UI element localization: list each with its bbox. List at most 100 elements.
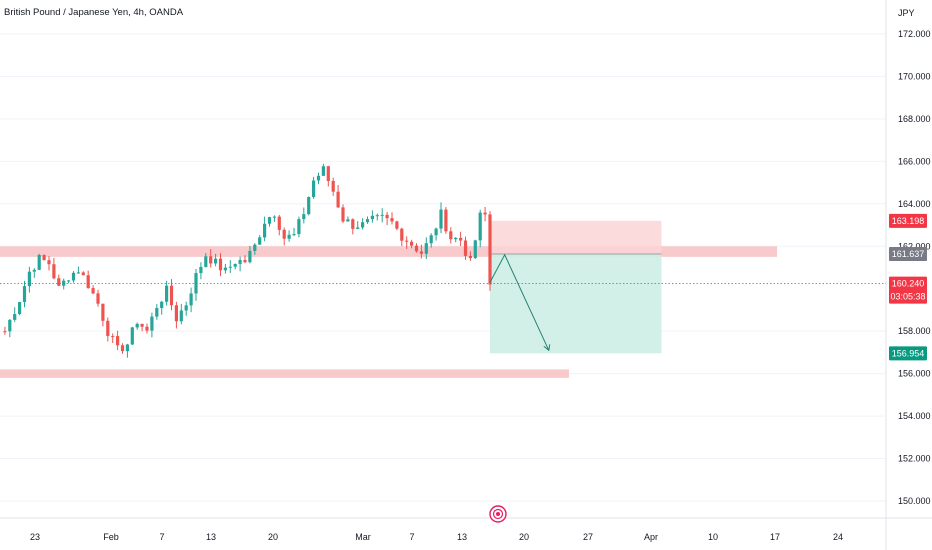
candle [356, 221, 360, 230]
currency-label: JPY [898, 8, 915, 18]
candle [405, 236, 409, 249]
price-tick-label: 166.000 [898, 156, 931, 166]
candle-body [174, 305, 178, 322]
target-price-label-text: 156.954 [892, 348, 925, 358]
current-price-label: 160.240 [889, 276, 927, 291]
candle [86, 270, 90, 289]
candle [282, 227, 286, 246]
candle [297, 216, 301, 238]
candle [169, 278, 174, 311]
candle [341, 204, 345, 224]
candle [248, 245, 252, 264]
candle [120, 343, 125, 354]
candle [351, 218, 355, 235]
candle [37, 253, 41, 271]
price-axis[interactable]: JPY 172.000 170.000 168.000 166.000 164.000 1… [898, 8, 931, 506]
candle [307, 196, 311, 216]
bottom-marker[interactable] [489, 505, 507, 523]
candle-body [331, 180, 335, 192]
candle-body [400, 228, 404, 241]
take-profit-zone[interactable] [490, 253, 662, 354]
candle-body [341, 207, 345, 222]
projection-arrow[interactable] [489, 253, 550, 351]
candle [414, 243, 419, 253]
candle-body [292, 234, 296, 236]
candle-body [199, 266, 203, 274]
resistance-zone[interactable] [0, 246, 777, 257]
candle [47, 256, 51, 271]
candle [370, 210, 374, 223]
candle-body [81, 272, 85, 276]
candle [3, 326, 7, 335]
candle [218, 253, 223, 277]
candle [174, 301, 178, 329]
candle [189, 287, 193, 313]
time-tick-label: 13 [206, 532, 216, 542]
candle [13, 307, 17, 322]
candle [424, 237, 428, 260]
time-axis[interactable]: 23 Feb 7 13 20 Mar 7 13 20 27 Apr 10 17 24 [30, 532, 843, 542]
candle-body [483, 212, 487, 215]
candle-body [86, 275, 90, 289]
candle-body [169, 285, 174, 306]
radio-marker-icon[interactable] [489, 505, 507, 523]
candle-body [395, 221, 399, 229]
candle-body [414, 245, 419, 252]
candle [361, 218, 365, 230]
time-tick-label: 23 [30, 532, 40, 542]
candle-body [160, 301, 164, 309]
candle [125, 343, 129, 358]
candle [22, 280, 27, 308]
candle-body [214, 258, 218, 264]
support-zone[interactable] [0, 369, 569, 378]
time-tick-label: Mar [355, 532, 371, 542]
candle [243, 255, 247, 264]
candle [81, 271, 85, 276]
candle [463, 236, 468, 260]
candle-body [410, 241, 414, 246]
candle-body [351, 219, 355, 229]
candle-body [370, 215, 374, 220]
candle [145, 323, 149, 334]
candle [312, 176, 316, 199]
candle [321, 163, 325, 176]
candle [194, 269, 198, 301]
candle [184, 301, 188, 316]
candle [488, 211, 492, 291]
candle-body [32, 269, 36, 272]
candle-body [71, 272, 76, 281]
candle-body [18, 302, 22, 315]
time-tick-label: 20 [268, 532, 278, 542]
candle [336, 185, 340, 209]
candle [223, 263, 227, 274]
candle-body [258, 237, 262, 245]
candle [272, 215, 276, 222]
drawing-layer[interactable] [0, 220, 777, 378]
candle-body [272, 216, 276, 218]
price-tick-label: 168.000 [898, 114, 931, 124]
candle [165, 280, 169, 306]
candle [468, 251, 472, 261]
price-tick-label: 170.000 [898, 71, 931, 81]
candle-body [463, 240, 468, 256]
candle-body [454, 237, 458, 240]
candle [385, 211, 389, 226]
candle-body [106, 320, 110, 336]
candle [253, 243, 257, 255]
stop-price-label: 163.198 [889, 213, 927, 228]
candle-body [238, 260, 242, 264]
candle-body [120, 345, 125, 352]
stop-loss-zone[interactable] [490, 220, 662, 254]
candle-body [184, 305, 188, 311]
price-labels: 163.198 161.637 160.240 03:05:38 156.954 [889, 213, 927, 361]
candle-body [336, 191, 340, 208]
candle-body [444, 209, 448, 232]
candle-body [101, 303, 105, 321]
candle [214, 253, 218, 267]
candle-body [204, 256, 208, 267]
drawing-overlay[interactable] [0, 253, 886, 352]
candle [91, 285, 95, 295]
bar-countdown-label-bg [889, 289, 927, 304]
